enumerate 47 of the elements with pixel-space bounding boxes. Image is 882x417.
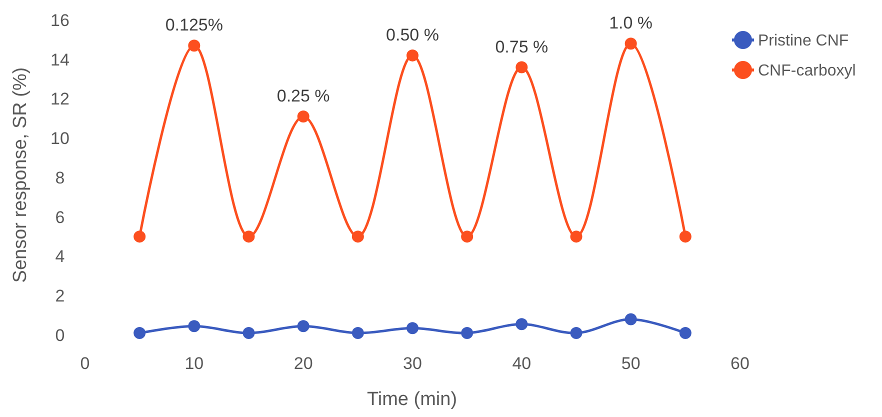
x-tick-label: 20 (294, 354, 313, 373)
x-axis-title: Time (min) (366, 389, 458, 410)
point (570, 230, 582, 243)
point (570, 327, 582, 340)
x-tick-label: 40 (512, 354, 532, 373)
x-tick-label: 0 (80, 354, 90, 373)
point (624, 38, 637, 50)
legend-label: Pristine CNF (758, 32, 849, 50)
y-tick-label: 4 (55, 247, 65, 266)
annotation: 1.0 % (609, 14, 653, 33)
point (297, 110, 310, 122)
y-tick-label: 12 (50, 90, 70, 109)
point (624, 313, 637, 326)
point (352, 327, 364, 340)
point (679, 327, 692, 340)
point (297, 320, 310, 332)
point (461, 230, 474, 243)
x-tick-label: 60 (730, 354, 750, 373)
point (406, 49, 418, 62)
y-tick-label: 10 (50, 129, 70, 148)
y-tick-label: 16 (50, 10, 70, 30)
y-tick-label: 8 (55, 168, 65, 188)
annotation: 0.75 % (495, 37, 548, 56)
point (461, 327, 474, 340)
x-tick-label: 50 (621, 354, 640, 373)
point (516, 61, 528, 74)
point (134, 230, 146, 243)
point (134, 327, 146, 340)
y-tick-label: 2 (55, 286, 65, 306)
point (188, 320, 200, 332)
point (406, 322, 418, 334)
y-tick-label: 14 (50, 50, 70, 70)
point (679, 230, 692, 243)
x-tick-label: 30 (403, 354, 422, 373)
legend-label: CNF-carboxyl (758, 62, 856, 80)
x-tick-label: 10 (184, 354, 204, 373)
point (352, 230, 364, 243)
point (188, 40, 200, 52)
point (516, 318, 528, 330)
annotation: 0.25 % (276, 86, 330, 106)
annotation: 0.125% (165, 16, 224, 35)
y-tick-label: 0 (55, 326, 65, 345)
annotation: 0.50 % (386, 25, 439, 44)
point (242, 230, 255, 243)
y-tick-label: 6 (55, 208, 65, 227)
y-axis-title: Sensor response, SR (%) (10, 67, 31, 283)
point (242, 327, 255, 340)
